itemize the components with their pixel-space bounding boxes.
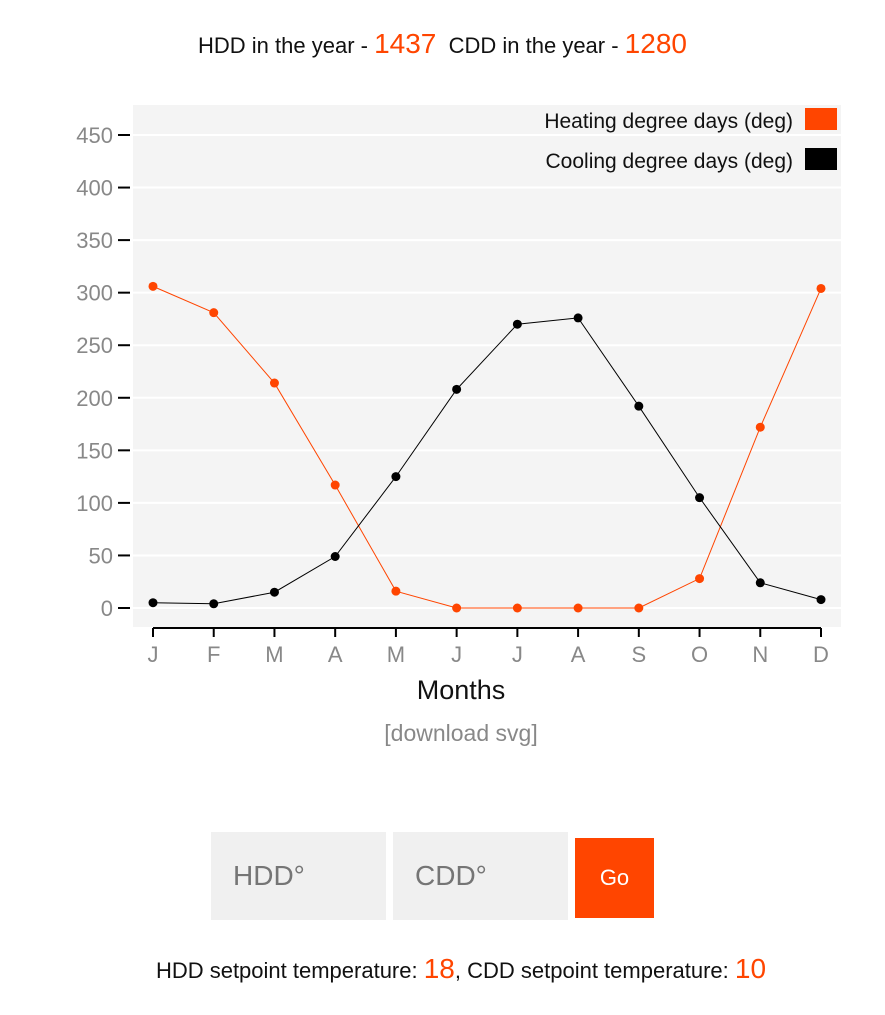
y-tick-label: 50 (89, 543, 113, 568)
heating-point (452, 603, 462, 613)
legend-heating-swatch (805, 108, 837, 130)
cooling-point (573, 313, 583, 323)
x-tick-label: F (207, 642, 220, 667)
y-tick-label: 300 (76, 281, 113, 306)
hdd-total-label: HDD in the year - (198, 33, 375, 58)
y-tick-label: 350 (76, 228, 113, 253)
hdd-setpoint-label: HDD setpoint temperature: (155, 958, 424, 983)
y-tick-label: 450 (76, 123, 113, 148)
heating-point (634, 603, 644, 613)
y-tick-label: 200 (76, 386, 113, 411)
heating-point (269, 378, 279, 388)
cooling-line (152, 317, 822, 605)
cooling-point (391, 472, 401, 482)
y-tick-label: 0 (101, 596, 113, 621)
cdd-setpoint-label: CDD setpoint temperature: (467, 958, 735, 983)
heating-point (148, 281, 158, 291)
y-tick-label: 100 (76, 491, 113, 516)
heating-point (512, 603, 522, 613)
cdd-total-value: 1280 (624, 28, 687, 59)
x-tick-label: A (571, 642, 586, 667)
cooling-point (755, 578, 765, 588)
legend-cooling-label: Cooling degree days (deg) (546, 150, 794, 173)
x-tick-label: D (813, 642, 829, 667)
cdd-input[interactable] (393, 832, 568, 920)
setpoint-footer: HDD setpoint temperature: 18, CDD setpoi… (0, 953, 885, 985)
cooling-point (816, 595, 826, 605)
heating-point (573, 603, 583, 613)
cooling-point (634, 401, 644, 411)
legend-heating-label: Heating degree days (deg) (544, 110, 793, 133)
cooling-point (452, 384, 462, 394)
heating-line (152, 285, 822, 609)
cooling-point (148, 598, 158, 608)
totals-header: HDD in the year - 1437 CDD in the year -… (0, 28, 885, 60)
heating-point (816, 283, 826, 293)
x-tick-label: S (631, 642, 646, 667)
heating-point (755, 422, 765, 432)
x-tick-label: O (691, 642, 708, 667)
x-tick-label: A (328, 642, 343, 667)
heating-point (391, 586, 401, 596)
plot-background (133, 105, 841, 627)
cooling-point (512, 319, 522, 329)
separator: , (454, 958, 468, 983)
x-tick-label: N (752, 642, 768, 667)
x-tick-label: J (512, 642, 523, 667)
y-tick-label: 400 (76, 176, 113, 201)
hdd-setpoint-value: 18 (423, 953, 455, 984)
hdd-input[interactable] (211, 832, 386, 920)
x-tick-label: M (387, 642, 405, 667)
heating-point (209, 308, 219, 318)
heating-point (330, 480, 340, 490)
x-tick-label: J (148, 642, 159, 667)
x-tick-label: M (265, 642, 283, 667)
legend-cooling-swatch (805, 148, 837, 170)
download-svg-link[interactable]: [download svg] (384, 720, 537, 746)
cooling-point (269, 587, 279, 597)
y-tick-label: 150 (76, 438, 113, 463)
heating-point (695, 574, 705, 584)
x-axis-title: Months (417, 675, 506, 705)
cooling-point (209, 599, 219, 609)
cdd-setpoint-value: 10 (734, 953, 767, 984)
hdd-total-value: 1437 (374, 28, 437, 59)
cooling-point (695, 493, 705, 503)
cdd-total-label: CDD in the year - (448, 33, 625, 58)
y-tick-label: 250 (76, 333, 113, 358)
go-button[interactable]: Go (575, 838, 654, 918)
cooling-point (330, 551, 340, 561)
x-tick-label: J (451, 642, 462, 667)
